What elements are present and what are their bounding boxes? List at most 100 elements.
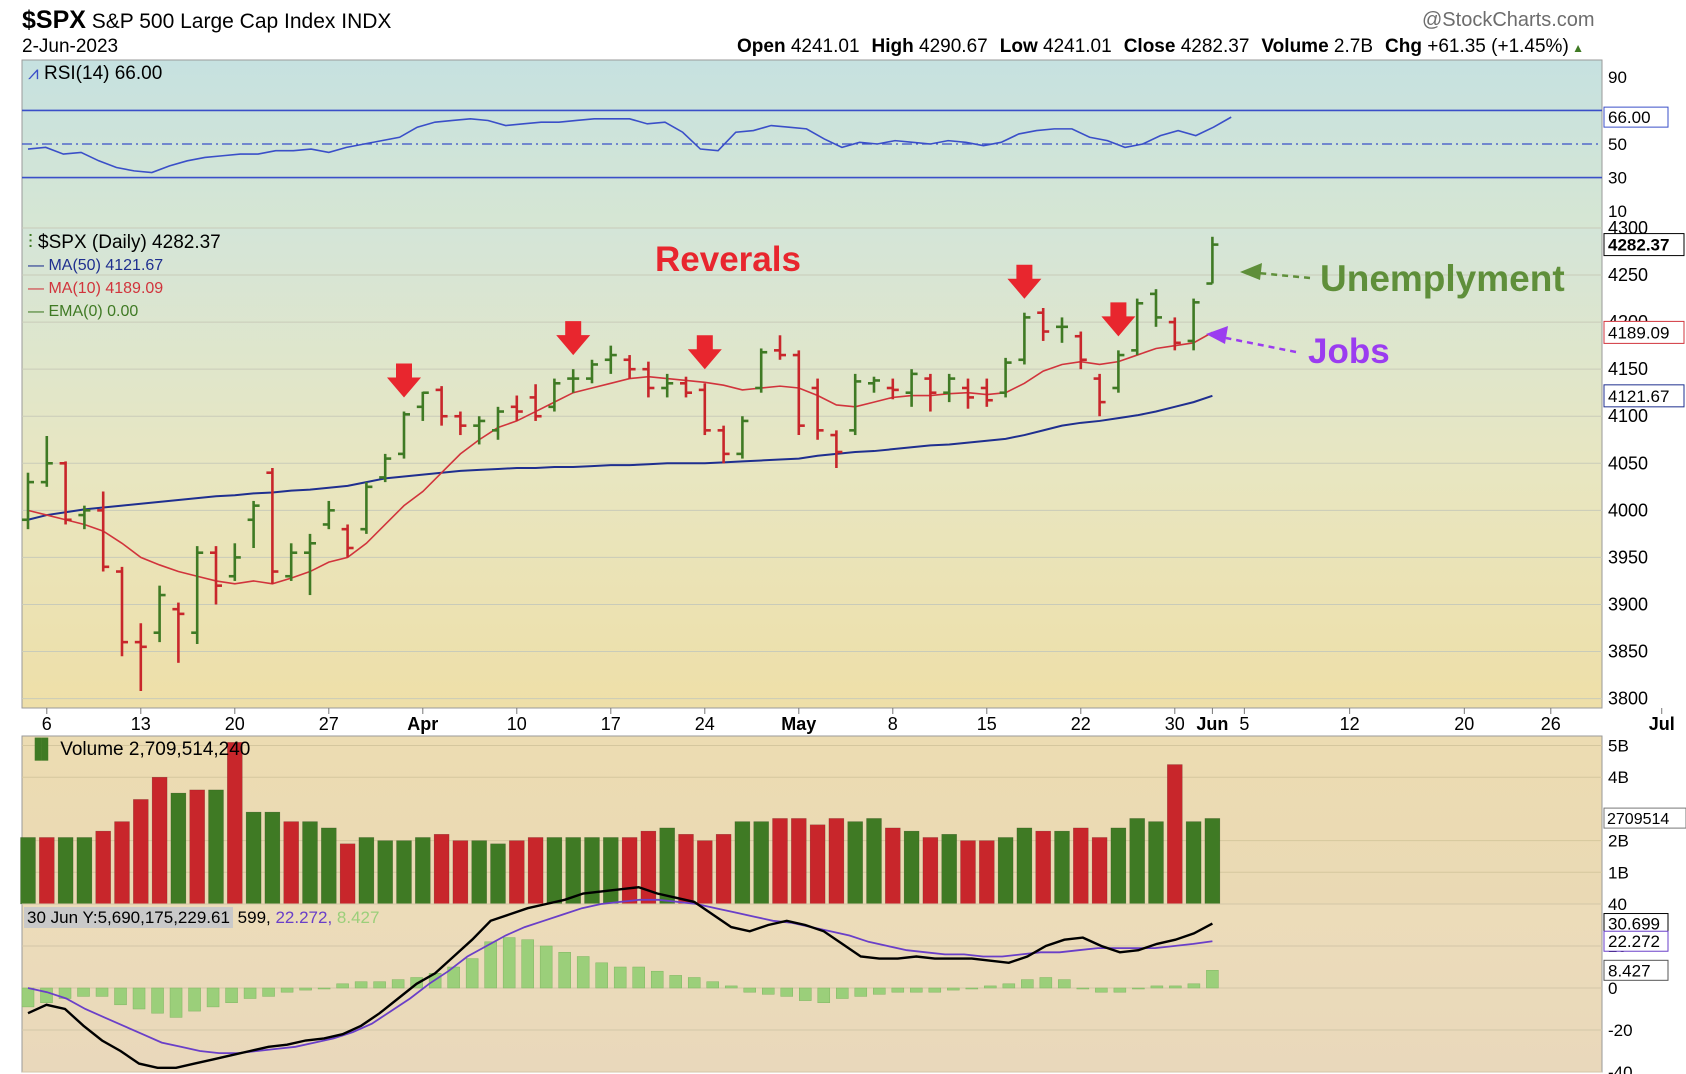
ohlc-bar: [191, 546, 204, 644]
macd-tick-label: -40: [1608, 1063, 1633, 1074]
macd-histogram-bar: [151, 987, 164, 1014]
volume-bar: [1129, 818, 1145, 905]
macd-last-value-box: [1603, 930, 1669, 952]
volume-bar: [828, 818, 845, 905]
rsi-last-value: 66.00: [1608, 108, 1651, 127]
volume-bar: [997, 837, 1014, 905]
volume-bar: [321, 827, 337, 905]
macd-histogram-bar: [336, 983, 349, 989]
ohlc-bar: [886, 378, 899, 400]
macd-histogram-bar: [373, 981, 386, 989]
price-tick-label: 3950: [1608, 547, 1648, 567]
ohlc-value: 2.7B: [1328, 36, 1374, 57]
volume-bar: [1035, 830, 1051, 905]
macd-last-value: 30.699: [1608, 915, 1660, 934]
volume-bar: [772, 818, 788, 905]
price-tick-label: 4300: [1608, 218, 1648, 238]
ohlc-item-high: High 4290.67: [872, 36, 988, 57]
reversal-arrow-icon: [687, 335, 722, 370]
volume-bar: [264, 811, 281, 905]
ohlc-bar: [962, 378, 974, 409]
ohlc-bar: [548, 378, 561, 412]
macd-histogram-bar: [206, 987, 220, 1008]
unemployment-arrow-icon: [1240, 263, 1262, 280]
rsi-icon: ⩘: [28, 63, 39, 84]
price-panel: 4300425042004150410040504000395039003850…: [21, 218, 1685, 734]
header-symbol-row: $SPX S&P 500 Large Cap Index INDX: [22, 6, 391, 35]
volume-bar: [941, 834, 957, 905]
ohlc-bar: [1131, 298, 1144, 356]
ohlc-bar: [341, 524, 354, 558]
macd-tick-label: 40: [1608, 895, 1627, 914]
jobs-arrow-icon: [1206, 326, 1228, 344]
volume-bar: [283, 821, 299, 905]
ohlc-bar: [943, 373, 956, 403]
ohlc-bar: [905, 369, 918, 407]
reversal-arrow-icon: [387, 363, 421, 398]
price-last-value-tag: 4189.09: [1603, 320, 1685, 344]
annotations: [387, 263, 1311, 398]
volume-last-value-box: [1603, 807, 1686, 829]
price-last-value-box: [1603, 384, 1685, 408]
volume-bar: [95, 830, 111, 905]
rsi-legend-text: RSI(14) 66.00: [44, 63, 163, 84]
x-tick-label: 17: [601, 714, 621, 734]
volume-bar: [527, 837, 544, 905]
macd-histogram-bar: [650, 970, 664, 989]
macd-histogram-bar: [576, 956, 590, 989]
x-tick-label: 27: [319, 714, 339, 734]
rsi-last-value-box: [1603, 106, 1669, 128]
volume-icon: ▐▌: [28, 739, 55, 760]
macd-histogram-bar: [317, 987, 331, 990]
volume-tick-label: 5B: [1608, 737, 1629, 756]
jobs-arrow-line: [1225, 336, 1297, 354]
ohlc-item-close: Close 4282.37: [1124, 36, 1250, 57]
ohlc-value: 4282.37: [1175, 36, 1250, 57]
macd-histogram-bar: [817, 987, 831, 1003]
rsi-line: [27, 116, 1232, 174]
ohlc-bar: [1150, 289, 1162, 327]
ohlc-bar: [266, 468, 279, 584]
volume-last-value-tag: 2709514: [1603, 807, 1686, 829]
ohlc-bar: [604, 345, 617, 374]
macd-histogram-bar: [1039, 977, 1053, 989]
x-tick-label: 22: [1071, 714, 1091, 734]
macd-histogram-bar: [965, 987, 979, 990]
volume-bar: [39, 837, 55, 905]
ma50-line: [27, 394, 1213, 521]
legend-text: MA(10) 4189.09: [48, 280, 164, 297]
macd-histogram-bar: [669, 975, 682, 989]
price-last-value-box: [1603, 233, 1685, 257]
volume-bar: [734, 821, 751, 905]
ohlc-label: High: [871, 36, 914, 57]
ohlc-bar: [774, 335, 786, 360]
volume-bar: [396, 840, 412, 905]
ohlc-label: Open: [737, 36, 786, 57]
index-name: S&P 500 Large Cap Index: [91, 10, 336, 33]
ohlc-bar: [228, 543, 241, 581]
x-tick-label: Jul: [1649, 714, 1675, 734]
change-up-icon: ▲: [1568, 41, 1584, 55]
macd-tooltip: 30 Jun Y:5,690,175,229.61: [24, 907, 233, 928]
macd-histogram-bar: [613, 966, 627, 989]
ohlc-bar: [567, 369, 580, 393]
volume-bar: [546, 837, 563, 905]
ohlc-bar: [642, 361, 655, 398]
macd-histogram-bar: [188, 987, 201, 1012]
volume-bar: [57, 837, 74, 905]
macd-histogram-bar: [132, 987, 146, 1010]
ohlc-bar: [1037, 308, 1050, 341]
ohlc-bar: [22, 472, 34, 530]
macd-histogram-bar: [632, 966, 645, 989]
macd-histogram-bar: [539, 945, 553, 989]
macd-histogram-bar: [595, 962, 608, 989]
x-tick-label: 8: [888, 714, 898, 734]
ohlc-bar: [379, 453, 392, 483]
macd-histogram-bar: [1132, 987, 1145, 990]
volume-legend-text: Volume 2,709,514,240: [60, 739, 251, 760]
volume-bar: [791, 818, 807, 905]
macd-histogram-bar: [910, 987, 923, 993]
ohlc-bar: [116, 566, 128, 657]
volume-bar: [753, 821, 769, 905]
